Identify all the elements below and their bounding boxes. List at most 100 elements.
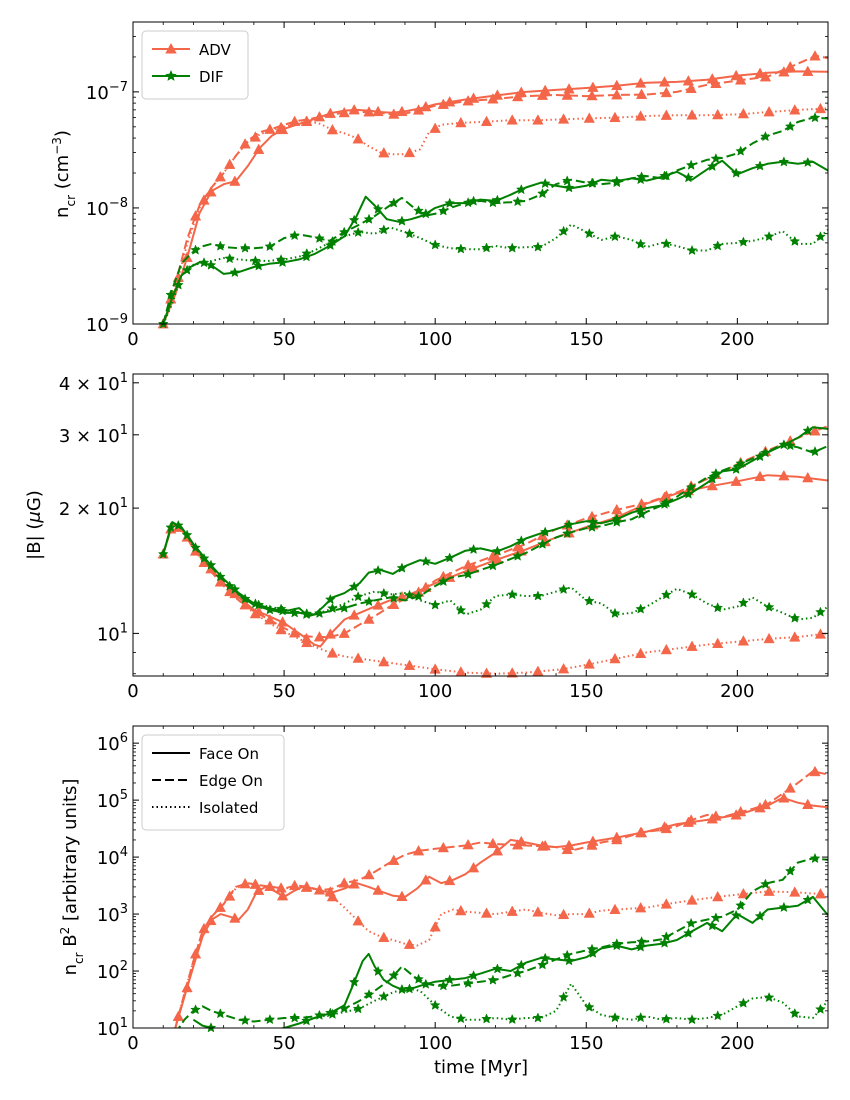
triangle-marker [685,814,697,825]
star-marker [737,597,749,608]
star-marker [437,205,449,216]
star-marker [710,912,722,923]
x-tick-label: 200 [720,1033,754,1054]
star-marker [264,1013,276,1025]
plot-frame [132,725,829,1029]
x-tick-label: 200 [720,329,754,350]
triangle-marker [313,631,326,642]
star-marker [224,580,236,591]
series-line-adv-face-on [162,70,828,324]
star-marker [314,232,325,244]
triangle-marker [363,106,375,117]
star-marker [348,581,360,592]
y-tick-label: 104 [97,845,128,869]
triangle-marker [198,194,210,205]
triangle-marker [249,878,262,889]
triangle-marker [789,886,801,897]
triangle-marker [561,843,573,855]
x-tick-label: 50 [273,681,296,702]
star-marker [784,120,796,132]
star-marker [636,936,647,947]
panel-3-xlabel: time [Myr] [434,1057,528,1078]
legend-label: ADV [199,41,232,59]
star-marker [348,214,360,225]
triangle-marker [763,632,775,644]
star-marker [659,937,670,948]
triangle-marker [583,907,595,918]
star-marker [190,244,201,255]
star-marker [710,467,722,479]
star-marker [660,497,672,508]
star-marker [583,227,595,239]
star-marker [214,240,226,251]
triangle-marker [737,107,750,119]
star-marker [735,457,747,469]
star-marker [506,1013,518,1025]
triangle-marker [686,894,698,905]
star-marker [537,538,548,549]
triangle-marker [735,74,747,85]
y-tick-label: 102 [97,959,128,983]
triangle-marker [253,143,265,154]
star-marker [172,279,184,290]
star-marker [561,527,573,539]
triangle-marker [352,915,364,926]
star-marker [660,589,672,600]
triangle-marker [462,95,474,106]
star-marker [778,156,790,167]
star-marker [388,592,400,603]
triangle-marker [412,844,425,856]
x-tick-label: 0 [127,1033,138,1054]
panel-cr-density: ncr (cm−3) 0 50 100 150 200 10−9 10−8 10−7 ADV DI… [50,21,829,350]
triangle-marker [635,77,647,88]
triangle-marker [778,469,790,481]
triangle-marker [229,912,241,923]
triangle-marker [712,637,724,648]
series-line-adv-isolated [162,107,828,324]
x-tick-label: 100 [418,681,452,702]
star-marker [802,425,814,436]
triangle-marker [264,123,276,134]
triangle-marker [437,98,449,109]
x-tick-label: 100 [418,329,452,350]
triangle-marker [784,60,796,72]
star-marker [239,1014,251,1026]
triangle-marker [660,898,672,909]
triangle-marker [224,890,236,901]
x-tick-label: 50 [273,1033,296,1054]
panel-3-ylabel: ncr B2 [arbitrary units] [58,779,86,976]
x-tick-label: 100 [418,1033,452,1054]
triangle-marker [224,158,236,169]
triangle-marker [735,805,747,817]
star-marker [338,1002,350,1014]
star-marker [515,959,527,970]
series-line-adv-isolated [162,523,828,675]
star-marker [586,943,598,954]
triangle-marker [512,839,524,850]
triangle-marker [289,627,301,638]
triangle-marker [809,425,821,436]
star-marker [778,901,790,913]
triangle-marker [730,69,742,81]
triangle-marker [660,822,672,834]
triangle-marker [506,905,518,916]
star-marker [363,595,375,607]
triangle-marker [301,880,313,892]
x-tick-label: 150 [569,681,603,702]
triangle-marker [372,884,384,895]
triangle-marker [712,108,724,120]
triangle-marker [326,123,339,135]
star-marker [760,447,771,458]
star-marker [685,481,697,493]
star-marker [815,1003,826,1014]
star-marker [660,1013,672,1024]
star-marker [444,974,456,985]
y-tick-label: 105 [97,788,128,812]
triangle-marker [429,921,441,932]
triangle-marker [802,798,814,810]
triangle-marker [532,665,544,676]
series-line-dif-edge-on [177,857,828,1028]
legend-box [141,734,285,831]
triangle-marker [338,106,350,118]
star-marker [506,242,518,253]
